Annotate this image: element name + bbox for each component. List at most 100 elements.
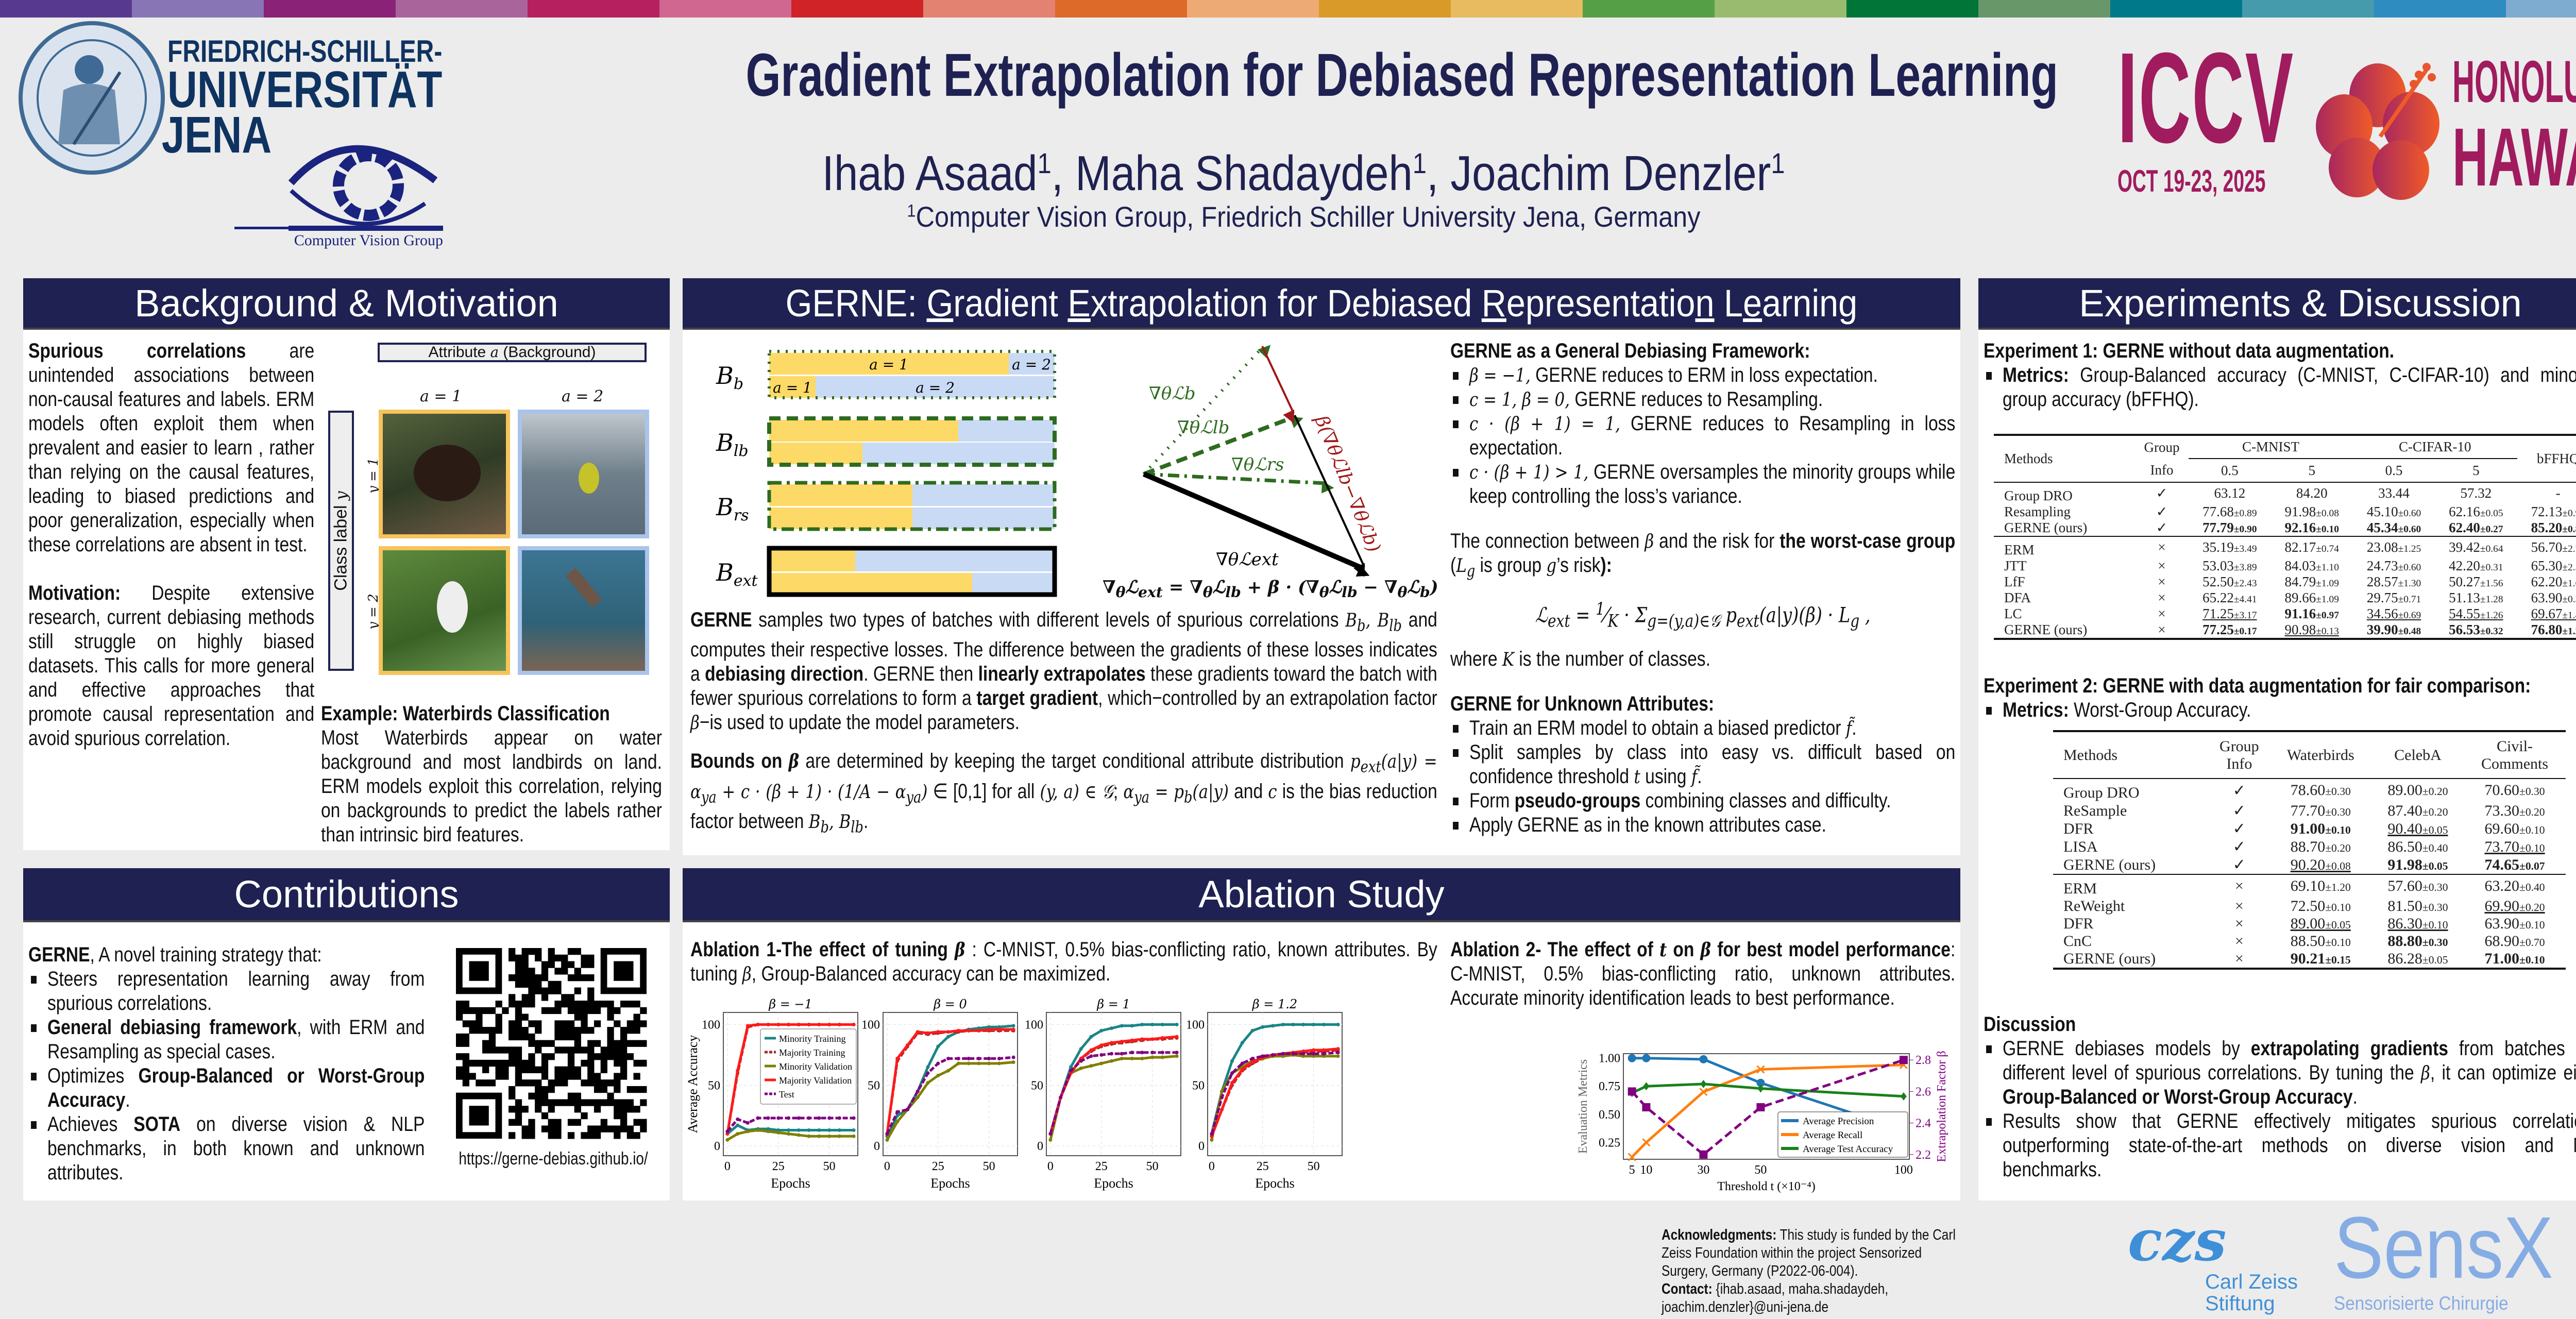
data-point	[1628, 1054, 1636, 1062]
qr-module	[548, 948, 555, 955]
qr-module	[488, 1046, 496, 1054]
data-point	[1120, 1057, 1124, 1061]
qr-module	[488, 1033, 496, 1041]
qr-finder	[456, 1092, 502, 1139]
framework-item: c = 1, β = 0, GERNE reduces to Resamplin…	[1450, 387, 1955, 412]
qr-module	[528, 1059, 535, 1067]
qr-module	[509, 994, 516, 1001]
qr-module	[502, 1007, 509, 1014]
qr-module	[528, 1066, 535, 1073]
qr-module	[567, 1059, 575, 1067]
x-tick-label: 50	[1754, 1163, 1767, 1177]
data-point	[1048, 1132, 1053, 1136]
qr-module	[462, 1053, 470, 1060]
color-stripe	[528, 0, 659, 18]
qr-module	[521, 1132, 529, 1139]
qr-module	[488, 1040, 496, 1047]
qr-module	[620, 1001, 628, 1008]
czs-line2: Stiftung	[2205, 1292, 2275, 1315]
right-tick-label: 2.4	[1916, 1117, 1931, 1130]
y-tick-label: 100	[861, 1019, 880, 1032]
iccv-dates: OCT 19-23, 2025	[2117, 164, 2266, 198]
qr-module	[620, 1027, 628, 1034]
data-point	[1079, 1047, 1083, 1051]
x-tick-label: 0	[1047, 1160, 1054, 1173]
qr-module	[502, 1066, 509, 1073]
data-point	[1130, 1057, 1134, 1061]
y-tick-label: 100	[702, 1019, 720, 1032]
qr-module	[567, 1092, 575, 1100]
majority-segment	[769, 550, 855, 571]
data-point	[1250, 1028, 1255, 1033]
qr-module	[574, 1119, 581, 1126]
data-point	[916, 1089, 920, 1093]
qr-module	[561, 1033, 568, 1041]
data-point	[852, 1134, 856, 1138]
qr-module	[515, 1066, 522, 1073]
qr-module	[515, 1079, 522, 1087]
motivation-text: Motivation: Despite extensive research, …	[28, 582, 315, 750]
qr-module	[528, 1053, 535, 1060]
unknown-attributes-item: Apply GERNE as in the known attributes c…	[1450, 813, 1955, 837]
qr-module	[521, 954, 529, 962]
color-stripe	[1055, 0, 1187, 18]
data-point	[905, 1043, 909, 1047]
qr-module	[607, 1046, 614, 1054]
qr-module	[567, 1073, 575, 1080]
qr-finder	[600, 948, 647, 994]
unknown-attributes-item: Train an ERM model to obtain a biased pr…	[1450, 716, 1955, 740]
data-point	[827, 1128, 832, 1132]
data-point	[1011, 1055, 1015, 1059]
color-stripe	[1319, 0, 1451, 18]
qr-module	[581, 1112, 588, 1120]
project-url-link[interactable]: https://gerne-debias.github.io/	[459, 1149, 648, 1169]
qr-module	[587, 1059, 595, 1067]
qr-module	[554, 1119, 562, 1126]
framework-item: β = −1, GERNE reduces to ERM in loss exp…	[1450, 363, 1955, 387]
table-row: DFR × 89.00±0.05 86.30±0.10 63.90±0.10	[2063, 915, 2545, 932]
worst-case-text: The connection between β and the risk fo…	[1450, 530, 1956, 581]
data-point	[1756, 1103, 1765, 1112]
data-point	[956, 1061, 960, 1066]
qr-module	[554, 1007, 562, 1014]
y-axis-label: Average Accuracy	[685, 1035, 700, 1134]
qr-module	[587, 961, 595, 968]
qr-module	[515, 1099, 522, 1106]
qr-module	[528, 1033, 535, 1041]
qr-module	[521, 1001, 529, 1008]
qr-module	[614, 1040, 621, 1047]
data-point	[946, 1030, 951, 1034]
qr-module	[495, 1020, 502, 1027]
table-row: GERNE (ours) ✓ 90.20±0.08 91.98±0.05 74.65±0…	[2063, 856, 2545, 874]
y-tick-label: 100	[1186, 1019, 1205, 1032]
qr-module	[587, 1099, 595, 1106]
data-point	[1250, 1060, 1255, 1064]
grad-lb-label: ∇θℒlb	[1177, 417, 1229, 438]
contribution-item: Steers representation learning away from…	[28, 967, 425, 1016]
qr-module	[521, 1033, 529, 1041]
qr-module	[607, 1001, 614, 1008]
qr-module	[462, 1033, 470, 1041]
data-point	[916, 1030, 920, 1034]
qr-module	[509, 1092, 516, 1100]
data-point	[1261, 1054, 1265, 1058]
framework-list: β = −1, GERNE reduces to ERM in loss exp…	[1450, 363, 1955, 509]
qr-module	[574, 1001, 581, 1008]
class-label-box: Class label y	[328, 411, 354, 671]
qr-module	[633, 1086, 640, 1093]
qr-code-icon[interactable]	[456, 948, 647, 1139]
uni-logo-line3: JENA	[161, 106, 272, 164]
qr-module	[515, 968, 522, 975]
contribution-item: General debiasing framework, with ERM an…	[28, 1016, 425, 1064]
table-row: LC × 71.25±3.17 91.16±0.97 34.56±0.69 54.55±1…	[2004, 606, 2576, 621]
ablation1-chart: Average Accuracy 0 25 50 0 50 100 β = −1 Epochs M…	[685, 997, 1343, 1191]
affiliation-text: Computer Vision Group, Friedrich Schille…	[916, 200, 1700, 233]
qr-module	[488, 1079, 496, 1087]
data-point	[837, 1134, 841, 1138]
qr-module	[594, 1106, 601, 1113]
qr-module	[614, 1132, 621, 1139]
data-point	[916, 1095, 920, 1100]
x-axis-label: Threshold t (×10⁻⁴)	[1717, 1180, 1816, 1193]
qr-module	[620, 1053, 628, 1060]
qr-module	[554, 980, 562, 988]
